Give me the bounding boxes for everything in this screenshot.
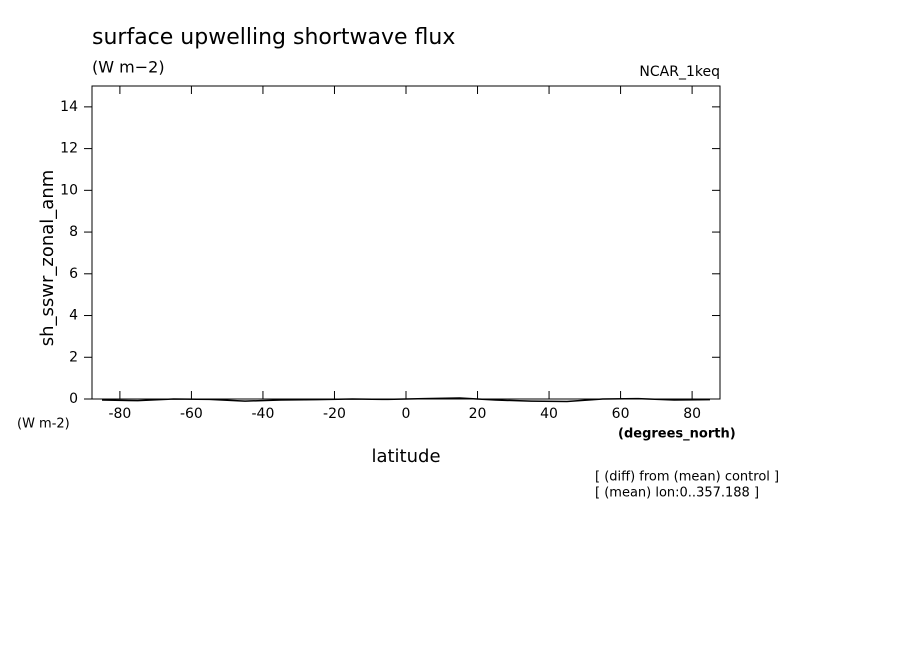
y-tick-label: 14 [60, 99, 78, 115]
y-axis-label: sh_sswr_zonal_anm [37, 170, 58, 347]
y-tick-label: 6 [69, 266, 78, 282]
x-tick-label: -20 [323, 406, 346, 422]
y-units: (W m-2) [17, 417, 70, 432]
x-axis-label: latitude [371, 446, 440, 467]
note: [ (diff) from (mean) control ] [595, 470, 779, 485]
x-units: (degrees_north) [618, 427, 736, 442]
y-tick-label: 10 [60, 182, 78, 198]
chart-title: surface upwelling shortwave flux [92, 25, 455, 50]
x-tick-label: 60 [612, 406, 630, 422]
y-tick-label: 2 [69, 349, 78, 365]
dataset-label: NCAR_1keq [639, 64, 720, 80]
y-tick-label: 4 [69, 308, 78, 324]
x-tick-label: 80 [683, 406, 701, 422]
y-tick-label: 8 [69, 224, 78, 240]
data-line [102, 397, 710, 403]
x-tick-label: 0 [402, 406, 411, 422]
x-tick-label: -40 [252, 406, 275, 422]
x-tick-label: -60 [180, 406, 203, 422]
x-tick-label: 20 [469, 406, 487, 422]
subtitle: (W m−2) [92, 58, 165, 77]
y-tick-label: 0 [69, 391, 78, 407]
note: [ (mean) lon:0..357.188 ] [595, 486, 759, 501]
x-tick-label: 40 [540, 406, 558, 422]
y-tick-label: 12 [60, 141, 78, 157]
x-tick-label: -80 [108, 406, 131, 422]
plot-frame [91, 85, 721, 400]
